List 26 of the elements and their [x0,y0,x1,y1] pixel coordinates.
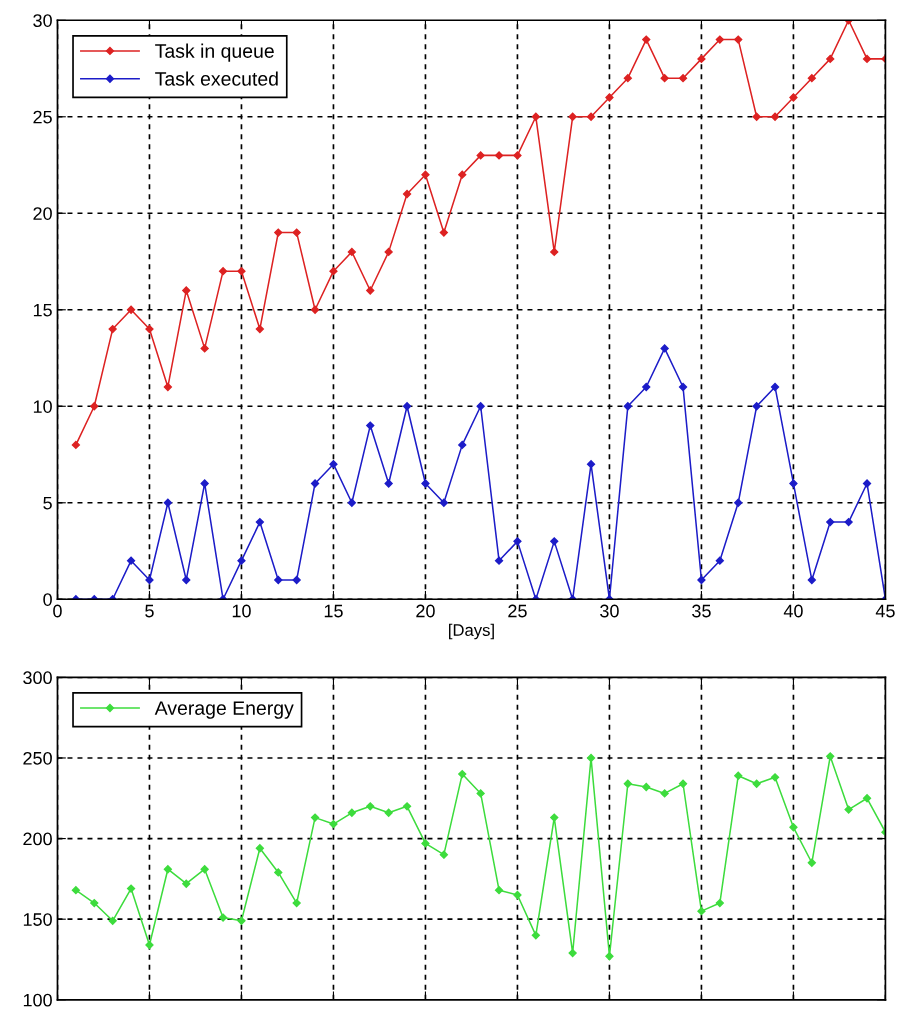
legend-label: Task in queue [155,43,274,62]
x-tick-label: 40 [783,604,803,618]
x-tick-label: 25 [508,604,527,618]
x-tick-label: 45 [875,604,895,618]
y-tick-label: 30 [33,14,52,27]
y-tick-label: 250 [23,751,52,765]
x-tick-label: 10 [232,604,251,618]
x-tick-label: 15 [324,604,343,618]
y-tick-label: 15 [33,303,52,317]
y-tick-label: 0 [43,593,52,606]
y-tick-label: 200 [23,832,52,846]
y-tick-label: 10 [33,400,52,413]
y-tick-label: 150 [23,913,52,926]
y-tick-label: 20 [33,207,52,220]
y-tick-label: 100 [23,993,52,1007]
y-tick-label: 300 [23,671,52,685]
legend-label: Task executed [155,71,278,86]
y-tick-label: 5 [43,496,52,510]
x-tick-label: 35 [692,604,711,618]
x-axis-title: [Days] [449,623,494,640]
x-tick-label: 30 [600,604,619,618]
x-tick-label: 5 [145,604,154,618]
y-tick-label: 25 [33,110,52,124]
x-tick-label: 20 [416,604,435,618]
x-tick-label: 0 [53,604,62,618]
legend-label: Average Energy [154,701,294,719]
